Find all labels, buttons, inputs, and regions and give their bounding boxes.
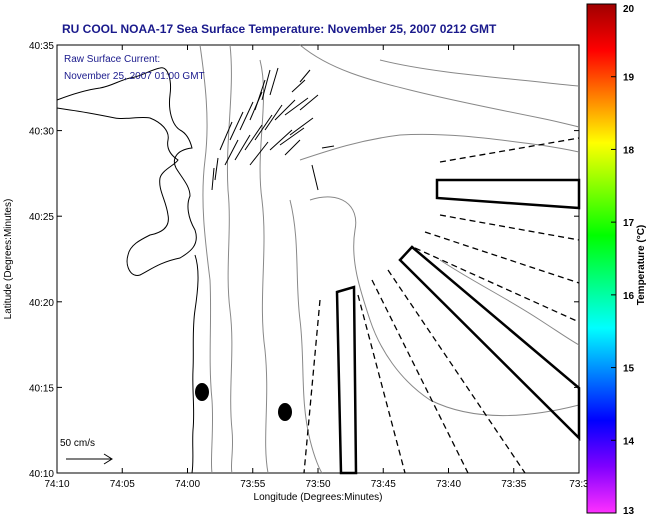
x-tick-label: 73:35: [501, 479, 526, 490]
y-tick-label: 40:10: [29, 469, 54, 480]
scale-arrow: [66, 453, 113, 465]
annotation-line-2: November 25, 2007 01:00 GMT: [64, 71, 205, 82]
colorbar-tick-label: 16: [623, 291, 635, 302]
current-vector: [224, 139, 239, 166]
current-vector: [289, 117, 314, 136]
current-vector: [261, 69, 271, 101]
y-tick-label: 40:35: [29, 41, 54, 52]
current-vector: [254, 79, 266, 111]
current-vector: [229, 111, 244, 141]
current-vector: [284, 139, 301, 156]
y-axis-ticks: 40:35 40:30 40:25 40:20 40:15 40:10: [29, 41, 579, 480]
current-vector: [264, 104, 283, 131]
x-tick-label: 74:00: [175, 479, 200, 490]
coastline: [56, 67, 197, 276]
station-marker: [195, 383, 209, 401]
colorbar-ticks: 20 19 18 17 16 15 14 13: [611, 3, 635, 517]
colorbar-scale: [586, 3, 617, 514]
x-axis-ticks: 74:10 74:05 74:00 73:55 73:50 73:45 73:40 73:35…: [44, 45, 589, 490]
radar-coverage-boxes: [335, 178, 581, 475]
radar-beam-lines: [303, 137, 580, 474]
current-vector: [299, 69, 311, 83]
colorbar-tick-label: 18: [623, 145, 635, 156]
colorbar-tick-label: 13: [623, 506, 635, 517]
current-vector: [321, 145, 335, 149]
current-vector: [219, 121, 233, 151]
x-axis-label: Longitude (Degrees:Minutes): [254, 492, 383, 503]
x-tick-label: 73:50: [305, 479, 330, 490]
colorbar-tick-label: 20: [623, 4, 635, 15]
current-vector: [279, 127, 305, 146]
map-title: RU COOL NOAA-17 Sea Surface Temperature:…: [62, 22, 497, 36]
current-vector: [269, 129, 293, 151]
station-marker: [278, 403, 292, 421]
current-vector: [299, 94, 319, 111]
current-vector: [234, 134, 251, 161]
x-tick-label: 73:40: [436, 479, 461, 490]
colorbar-tick-label: 19: [623, 73, 635, 84]
current-vector: [254, 114, 273, 141]
current-vector: [239, 101, 254, 131]
x-tick-label: 74:05: [110, 479, 135, 490]
x-tick-label: 73:3: [569, 479, 589, 490]
coverage-box-southeast: [398, 245, 581, 442]
current-vector: [284, 97, 309, 116]
map-panel: Raw Surface Current: November 25, 2007 0…: [56, 44, 581, 475]
x-tick-label: 73:55: [240, 479, 265, 490]
colorbar-tick-label: 14: [623, 436, 635, 447]
x-tick-label: 73:45: [371, 479, 396, 490]
x-tick-label: 74:10: [44, 479, 69, 490]
colorbar-tick-label: 17: [623, 218, 635, 229]
current-vector: [211, 167, 215, 191]
y-tick-label: 40:25: [29, 212, 54, 223]
scale-label: 50 cm/s: [60, 438, 95, 449]
current-vector: [291, 79, 306, 93]
current-vector: [249, 141, 269, 166]
y-axis-label: Latitude (Degrees:Minutes): [3, 199, 14, 320]
colorbar-tick-label: 15: [623, 364, 635, 375]
current-vector: [269, 67, 279, 96]
coastline-south: [191, 254, 199, 474]
colorbar: 20 19 18 17 16 15 14 13 Temperature (°C): [586, 3, 647, 517]
y-tick-label: 40:20: [29, 298, 54, 309]
surface-current-vectors: [211, 67, 335, 191]
colorbar-label: Temperature (°C): [636, 225, 647, 306]
y-tick-label: 40:30: [29, 127, 54, 138]
coverage-box-east: [435, 178, 581, 210]
bathymetry-contours: [199, 44, 580, 474]
annotation-line-1: Raw Surface Current:: [64, 54, 160, 65]
map-frame: [56, 44, 580, 474]
current-vector: [244, 124, 263, 151]
current-vector: [311, 164, 319, 191]
current-vector: [214, 157, 219, 181]
y-tick-label: 40:15: [29, 383, 54, 394]
coverage-box-south: [335, 285, 358, 475]
current-vector: [274, 99, 296, 121]
